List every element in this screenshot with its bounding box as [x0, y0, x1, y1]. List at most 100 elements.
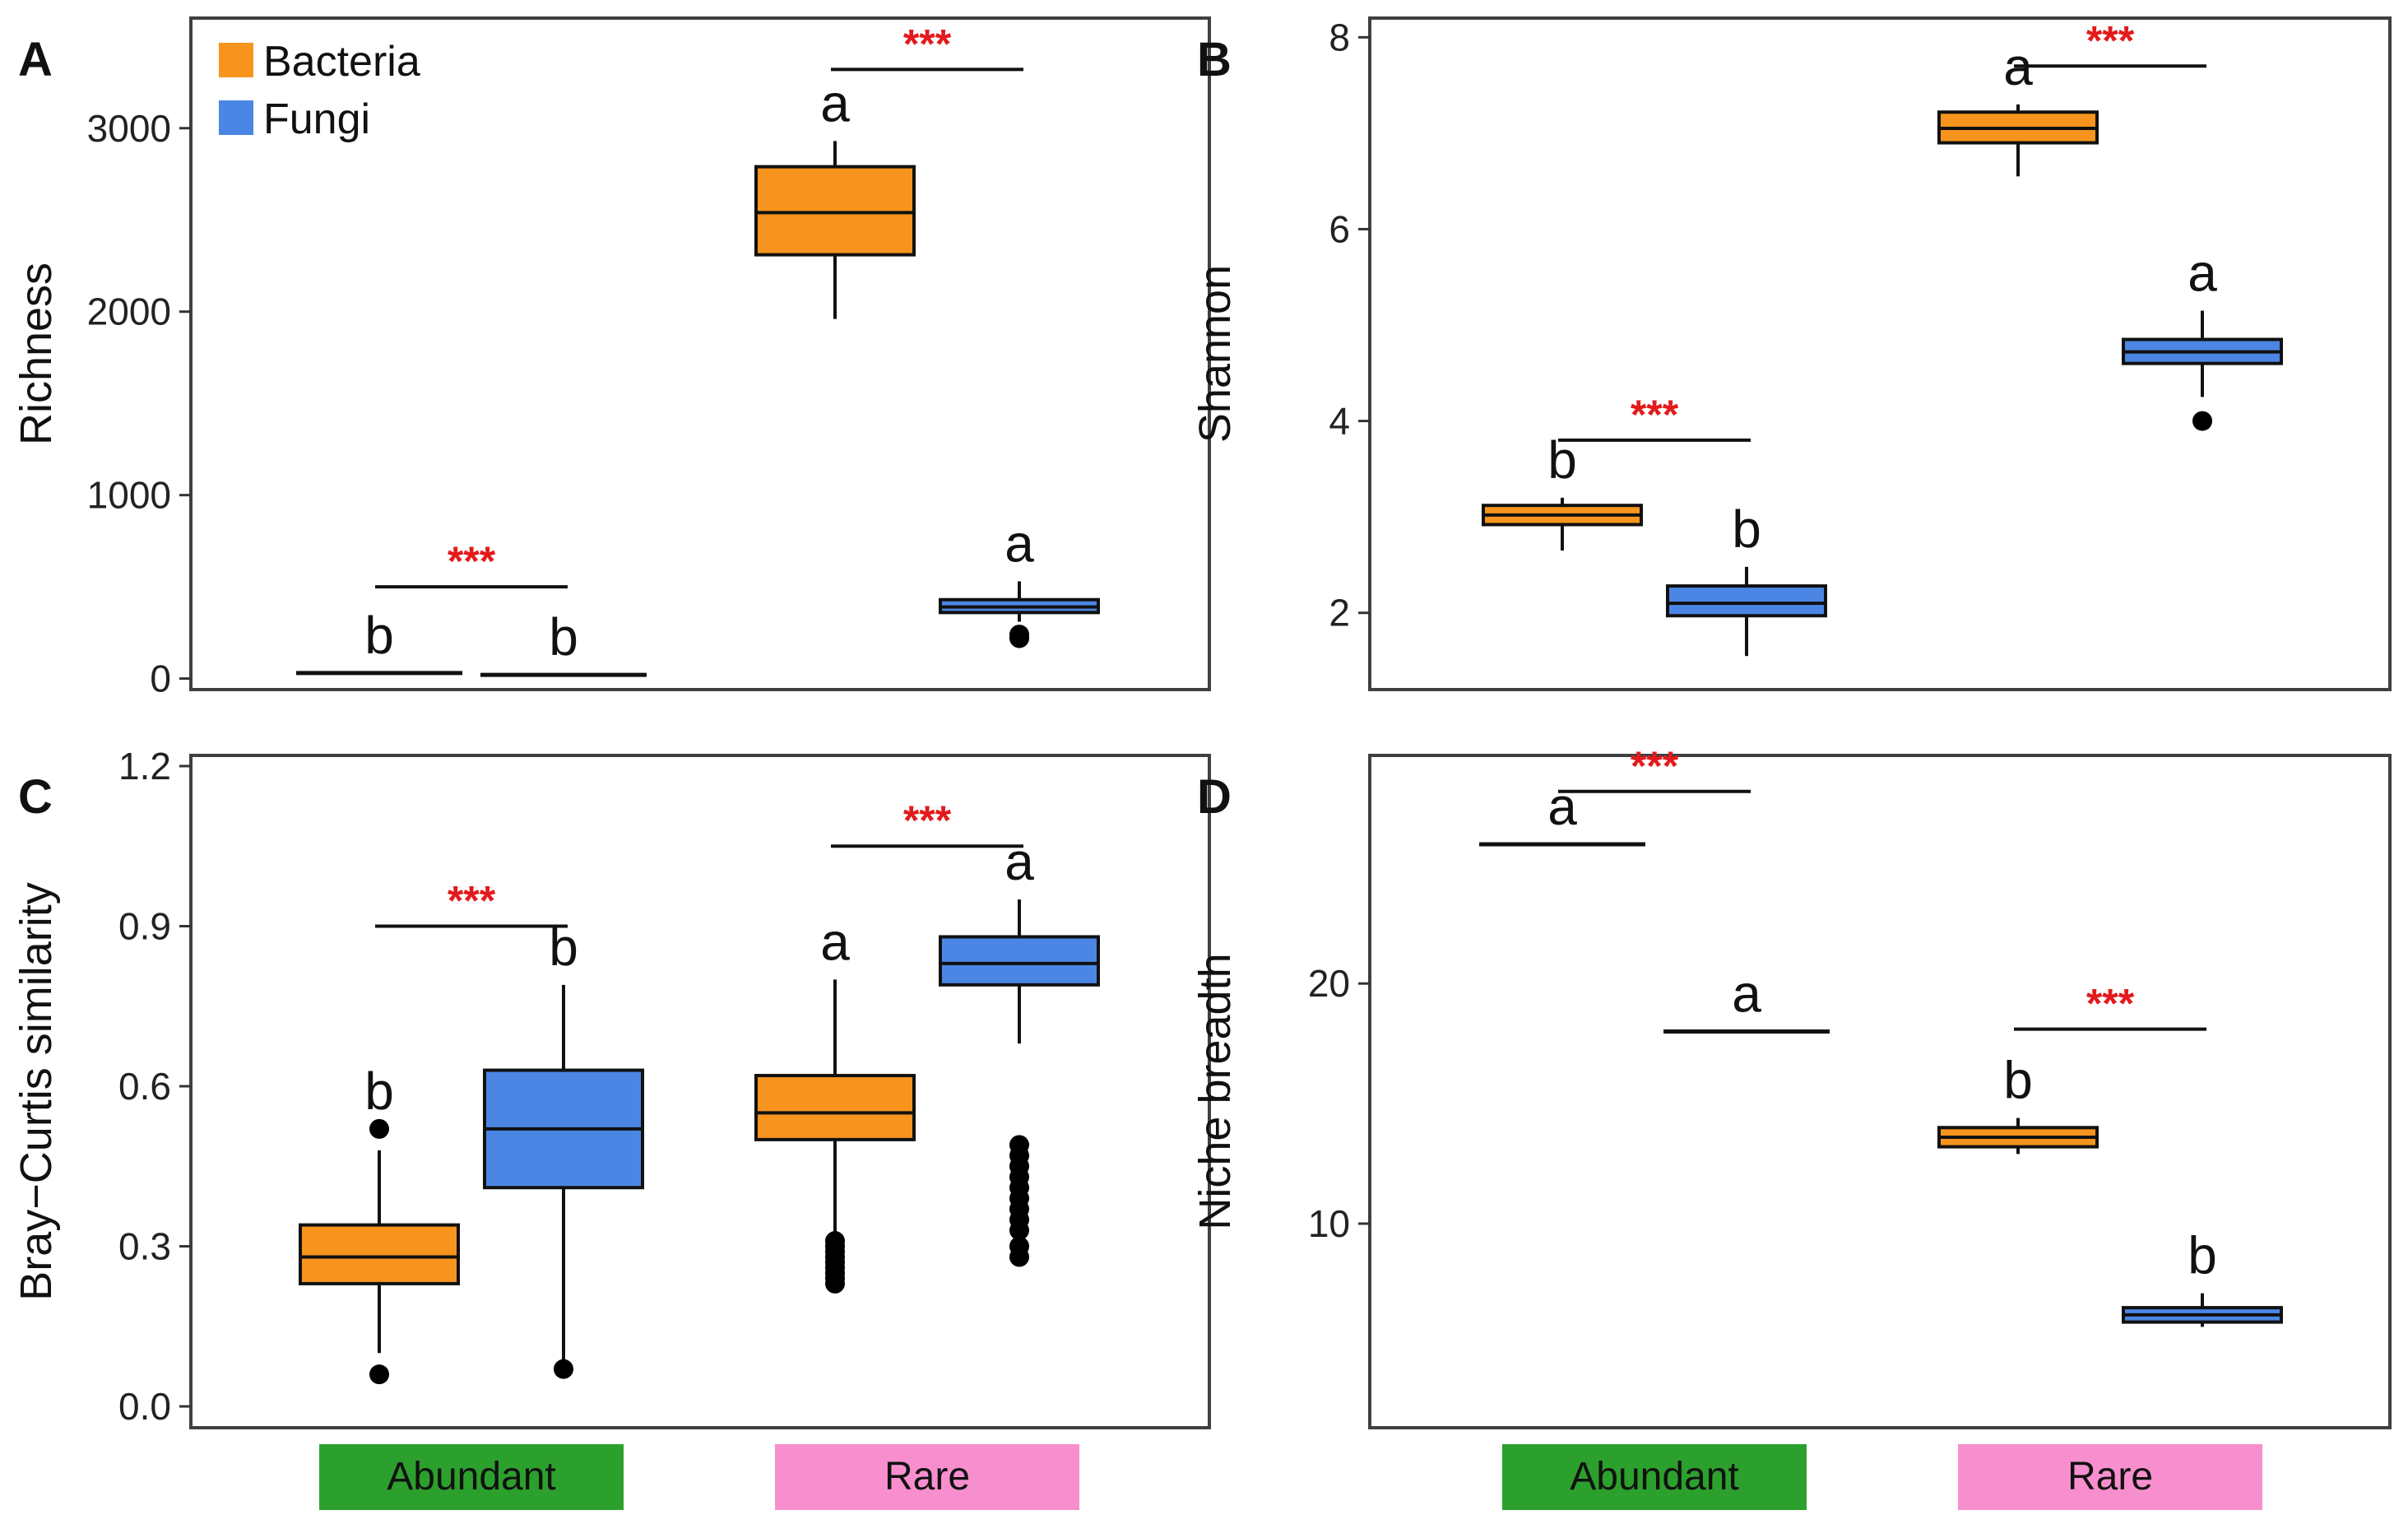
group-bars-right: Abundant Rare	[1502, 1444, 2262, 1510]
significance-letter: b	[2188, 1226, 2217, 1285]
significance-letter: b	[1732, 499, 1761, 559]
legend-label-bacteria: Bacteria	[263, 38, 420, 86]
box-iqr	[939, 935, 1100, 987]
significance-bracket: ***	[2014, 981, 2206, 1031]
legend-label-fungi: Fungi	[263, 95, 370, 143]
box-bacteria-abundant: b	[296, 606, 462, 676]
box-bacteria-abundant: b	[299, 1062, 460, 1385]
abundant-label-left: Abundant	[387, 1455, 556, 1498]
y-tick-label: 1000	[87, 474, 171, 517]
panel-frame	[1368, 16, 2392, 691]
rare-label-left: Rare	[884, 1455, 970, 1498]
outlier-point	[1009, 1247, 1029, 1267]
significance-letter: a	[820, 912, 850, 971]
panel-label: C	[18, 770, 53, 824]
legend-swatch-fungi	[219, 100, 253, 135]
box-iqr	[754, 165, 916, 257]
y-tick-label: 4	[1329, 400, 1350, 443]
significance-letter: b	[364, 1062, 394, 1121]
box-bacteria-rare: b	[1937, 1051, 2099, 1155]
group-bars-left: Abundant Rare	[319, 1444, 1079, 1510]
box-fungi-abundant: b	[483, 918, 644, 1379]
panel-label: B	[1197, 33, 1232, 86]
significance-stars: ***	[1631, 392, 1679, 438]
significance-stars: ***	[903, 797, 952, 843]
box-bacteria-rare: a	[1937, 37, 2099, 177]
significance-stars: ***	[1631, 743, 1679, 789]
significance-letter: b	[549, 607, 578, 667]
panel-d: D Niche breadth 10 20 a b a b *** ***	[1190, 743, 2392, 1429]
abundant-label-right: Abundant	[1570, 1455, 1739, 1498]
y-tick-label: 3000	[87, 107, 171, 150]
panel-c: C Bray−Curtis similarity 0.0 0.3 0.6 0.9 1.2 b a…	[12, 745, 1211, 1429]
significance-bracket: ***	[375, 538, 568, 589]
y-tick-label: 6	[1329, 207, 1350, 250]
panel-frame	[189, 16, 1211, 691]
y-tick-label: 20	[1308, 962, 1350, 1005]
outlier-point	[1009, 625, 1029, 645]
box-fungi-rare: b	[2122, 1226, 2283, 1327]
box-fungi-rare: a	[939, 832, 1100, 1267]
significance-letter: a	[1004, 513, 1034, 573]
box-fungi-abundant: b	[480, 607, 647, 677]
y-axis-label: Shannon	[1190, 265, 1240, 443]
box-bacteria-abundant: b	[1482, 430, 1643, 551]
significance-bracket: ***	[831, 797, 1023, 848]
significance-bracket: ***	[2014, 17, 2206, 68]
outlier-point	[554, 1359, 573, 1379]
outlier-point	[2192, 411, 2212, 431]
panel-a: A Richness 0 1000 2000 3000 b a b a *** ***	[12, 16, 1211, 700]
y-tick-label: 2	[1329, 592, 1350, 634]
y-tick-label: 0.6	[118, 1065, 171, 1108]
y-tick-label: 1.2	[118, 745, 171, 788]
significance-stars: ***	[2086, 981, 2135, 1027]
outlier-point	[369, 1364, 389, 1385]
box-iqr	[754, 1074, 916, 1141]
rare-label-right: Rare	[2067, 1455, 2153, 1498]
significance-bracket: ***	[831, 21, 1023, 72]
box-fungi-abundant: a	[1663, 964, 1830, 1034]
panel-frame	[1368, 754, 2392, 1429]
box-iqr	[299, 1223, 460, 1285]
panel-label: D	[1197, 770, 1232, 824]
y-tick-label: 10	[1308, 1202, 1350, 1245]
y-tick-label: 8	[1329, 16, 1350, 58]
box-fungi-rare: a	[939, 513, 1100, 648]
abundant-bar-right	[1502, 1444, 1807, 1510]
box-bacteria-rare: a	[754, 912, 916, 1294]
significance-stars: ***	[903, 21, 952, 67]
significance-letter: a	[1004, 832, 1034, 891]
box-bacteria-rare: a	[754, 73, 916, 319]
y-tick-label: 0	[150, 657, 171, 700]
rare-bar-right	[1958, 1444, 2262, 1510]
significance-stars: ***	[2086, 17, 2135, 63]
significance-stars: ***	[448, 877, 496, 923]
y-axis-label: Niche breadth	[1190, 953, 1240, 1229]
y-tick-label: 0.9	[118, 904, 171, 947]
outlier-point	[369, 1118, 389, 1139]
significance-letter: b	[364, 606, 394, 665]
rare-bar-left	[775, 1444, 1079, 1510]
significance-bracket: ***	[1558, 392, 1751, 442]
box-bacteria-abundant: a	[1479, 777, 1645, 847]
legend-swatch-bacteria	[219, 43, 253, 77]
significance-stars: ***	[448, 538, 496, 584]
panel-label: A	[18, 33, 53, 86]
y-tick-label: 0.3	[118, 1225, 171, 1268]
legend: Bacteria Fungi	[219, 38, 420, 143]
box-fungi-rare: a	[2122, 244, 2283, 431]
y-axis-label: Richness	[12, 263, 61, 445]
y-tick-label: 0.0	[118, 1385, 171, 1428]
abundant-bar-left	[319, 1444, 624, 1510]
y-tick-label: 2000	[87, 290, 171, 333]
panel-frame	[189, 754, 1211, 1429]
significance-letter: b	[2003, 1051, 2033, 1110]
significance-letter: a	[1732, 964, 1761, 1024]
outlier-point	[1009, 1220, 1029, 1241]
significance-bracket: ***	[375, 877, 568, 928]
box-fungi-abundant: b	[1666, 499, 1827, 657]
significance-letter: a	[820, 73, 850, 132]
y-axis-label: Bray−Curtis similarity	[12, 882, 61, 1301]
